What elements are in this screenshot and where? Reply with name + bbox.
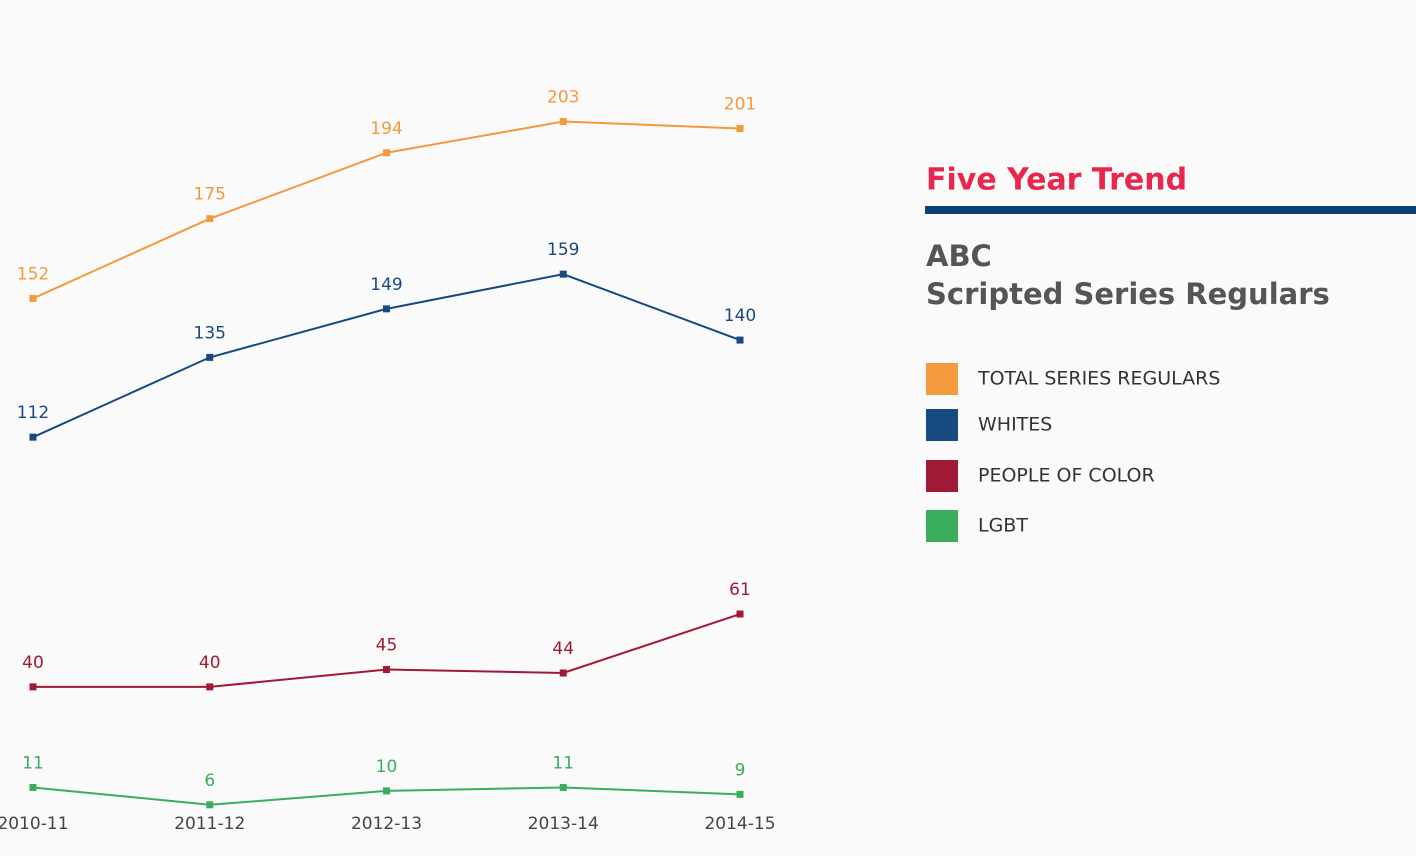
data-label: 11: [22, 753, 44, 773]
data-label: 175: [194, 185, 226, 205]
x-tick-label: 2012-13: [351, 814, 422, 834]
data-label: 135: [194, 323, 226, 343]
data-label: 203: [547, 88, 579, 108]
data-label: 159: [547, 240, 579, 260]
legend-label: TOTAL SERIES REGULARS: [977, 368, 1220, 390]
data-label: 140: [724, 306, 756, 326]
x-tick-label: 2014-15: [704, 814, 775, 834]
point-marker: [559, 669, 567, 677]
x-tick-label: 2010-11: [0, 814, 69, 834]
point-marker: [206, 683, 214, 691]
data-label: 6: [204, 771, 215, 791]
point-marker: [736, 610, 744, 618]
point-marker: [559, 783, 567, 791]
point-marker: [383, 149, 390, 157]
data-label: 45: [376, 636, 398, 656]
point-marker: [29, 294, 37, 302]
x-tick-label: 2013-14: [528, 814, 599, 834]
legend-swatch: [926, 363, 958, 395]
point-marker: [736, 336, 744, 344]
point-marker: [206, 801, 214, 809]
legend-swatch: [926, 510, 958, 542]
legend-label: PEOPLE OF COLOR: [978, 465, 1155, 487]
legend-swatch: [926, 409, 958, 441]
title-rule: [925, 206, 1416, 214]
legend-label: WHITES: [978, 414, 1052, 436]
point-marker: [383, 666, 390, 674]
point-marker: [559, 270, 567, 278]
point-marker: [29, 433, 37, 441]
data-label: 40: [22, 653, 44, 673]
subtitle: Scripted Series Regulars: [926, 277, 1330, 311]
data-label: 11: [552, 753, 574, 773]
legend-swatch: [926, 460, 958, 492]
data-label: 194: [370, 119, 402, 139]
data-label: 112: [17, 403, 49, 423]
x-tick-label: 2011-12: [174, 814, 245, 834]
point-marker: [29, 783, 37, 791]
point-marker: [29, 683, 37, 691]
point-marker: [736, 790, 744, 798]
point-marker: [383, 305, 390, 313]
data-label: 44: [552, 639, 574, 659]
data-label: 201: [724, 94, 756, 114]
point-marker: [206, 215, 214, 223]
data-label: 61: [729, 580, 751, 600]
data-label: 149: [370, 275, 402, 295]
data-label: 10: [376, 757, 398, 777]
subtitle: ABC: [926, 239, 992, 273]
chart-title: Five Year Trend: [926, 163, 1187, 198]
point-marker: [383, 787, 390, 795]
data-label: 40: [199, 653, 221, 673]
legend-label: LGBT: [978, 515, 1028, 537]
point-marker: [559, 118, 567, 126]
point-marker: [206, 353, 214, 361]
point-marker: [736, 124, 744, 132]
data-label: 152: [17, 264, 49, 284]
data-label: 9: [735, 760, 746, 780]
